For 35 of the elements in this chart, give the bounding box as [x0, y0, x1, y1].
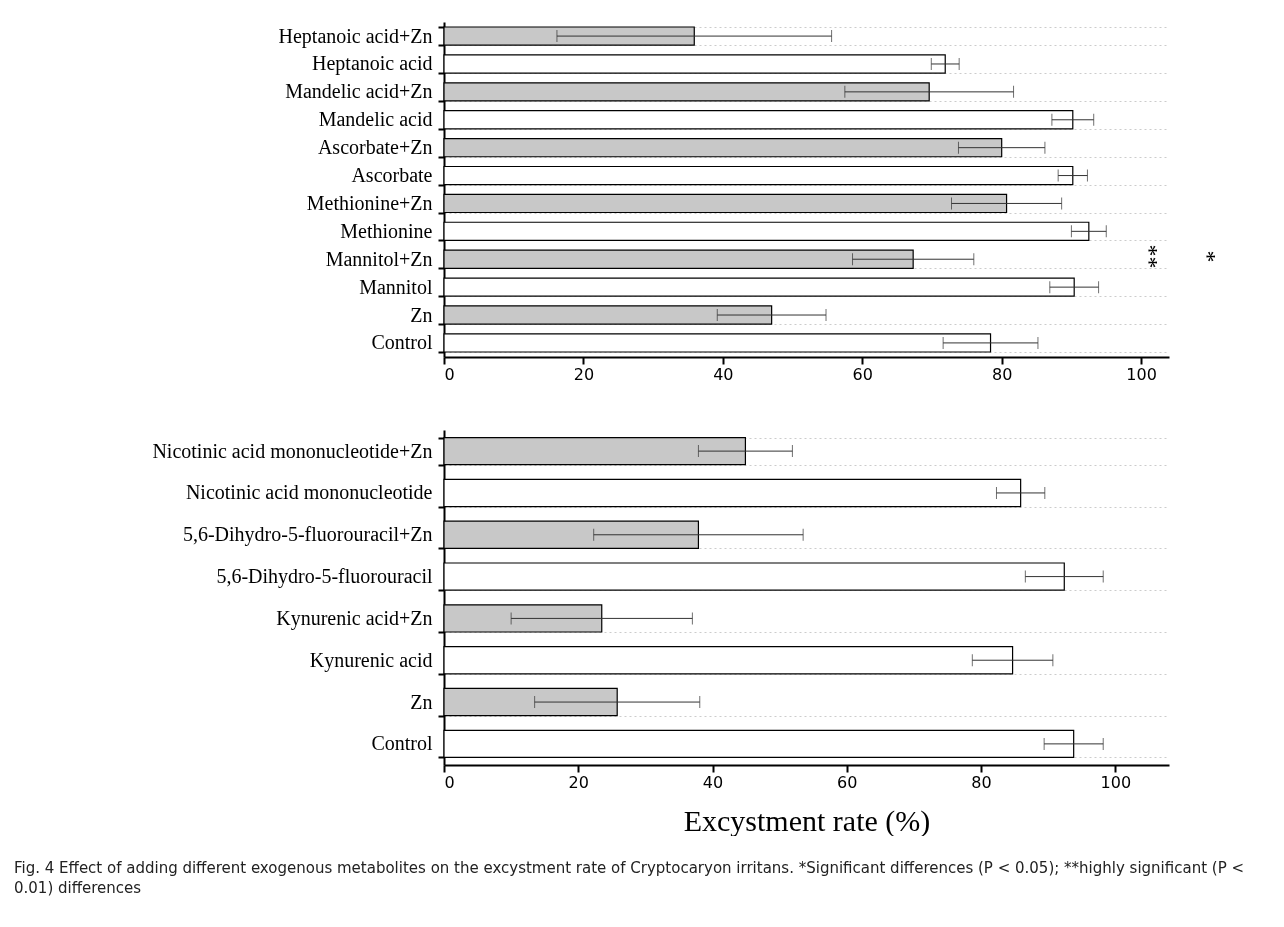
y-tick-label: Kynurenic acid [309, 648, 433, 672]
y-tick-label: 5,6-Dihydro-5-fluorouracil [216, 565, 433, 589]
y-tick-label: Methionine [340, 219, 433, 242]
y-tick-label: Zn [410, 690, 433, 713]
x-tick-label: 20 [573, 364, 595, 384]
y-tick-label: Mannitol [359, 275, 433, 298]
x-tick-label: 100 [1126, 364, 1157, 384]
annotation: ** [1137, 244, 1163, 269]
x-tick-label: 40 [713, 364, 734, 384]
x-tick-label: 20 [568, 772, 589, 792]
y-tick-label: Ascorbate+Zn [317, 136, 433, 159]
caption: Fig. 4 Effect of adding different exogenous metabolites on the excystment rate of Cryptocaryon irritans. *Significant differences (P < 0.05); **highly significant (P < 0.01) differences [14, 858, 1246, 899]
y-tick-label: Heptanoic acid [312, 52, 433, 76]
x-tick-label: 40 [702, 772, 724, 792]
x-tick-label: 80 [971, 772, 992, 792]
y-tick-label: Mandelic acid [318, 108, 433, 131]
y-tick-label: Nicotinic acid mononucleotide+Zn [152, 439, 433, 462]
y-tick-label: Heptanoic acid+Zn [278, 24, 433, 48]
y-tick-label: Nicotinic acid mononucleotide [185, 481, 433, 504]
text: * [1195, 250, 1221, 263]
y-tick-label: Control [371, 331, 433, 354]
y-tick-label: Methionine+Zn [306, 191, 433, 214]
x-tick-label: 0 [444, 772, 455, 792]
x-tick-label: 100 [1100, 772, 1132, 792]
y-tick-label: Mannitol+Zn [325, 247, 433, 270]
y-tick-label: Zn [410, 303, 433, 326]
x-tick-label: 0 [444, 364, 455, 384]
x-tick-label: 60 [852, 364, 873, 384]
x-tick-label: 60 [837, 772, 858, 792]
x-tick-label: 80 [992, 364, 1013, 384]
y-tick-label: Ascorbate [351, 164, 433, 187]
y-tick-label: Kynurenic acid+Zn [276, 606, 433, 630]
y-tick-label: Mandelic acid+Zn [285, 80, 433, 103]
y-tick-label: Control [371, 732, 433, 755]
y-tick-label: 5,6-Dihydro-5-fluorouracil+Zn [182, 523, 433, 547]
